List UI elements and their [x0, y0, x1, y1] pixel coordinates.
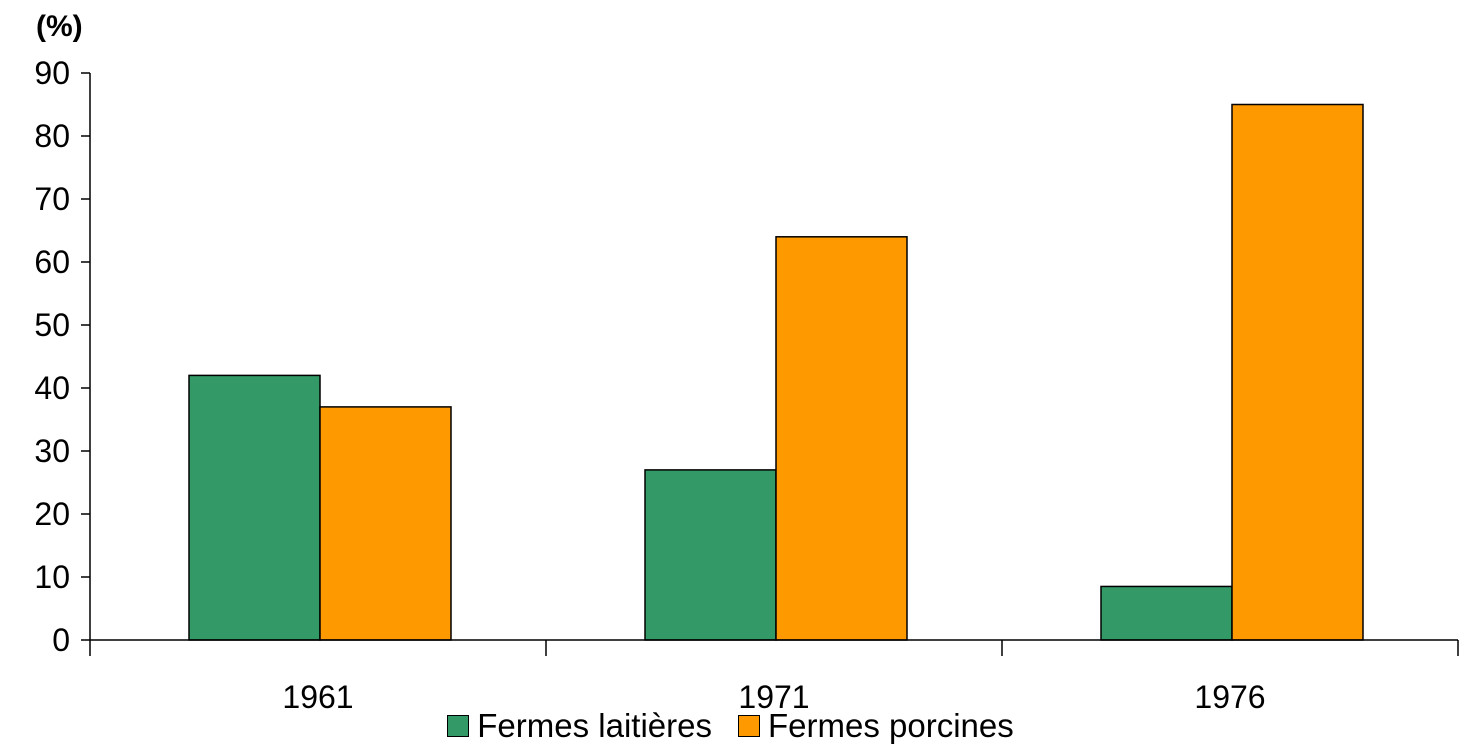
- y-tick-label: 30: [34, 433, 70, 469]
- y-tick-label: 50: [34, 307, 70, 343]
- x-tick-label: 1961: [282, 679, 353, 715]
- bar-fermes-porcines-1971: [775, 236, 908, 641]
- y-tick-label: 40: [34, 370, 70, 406]
- y-tick-label: 10: [34, 559, 70, 595]
- y-tick-label: 20: [34, 496, 70, 532]
- bar-fermes-porcines-1961: [319, 406, 452, 641]
- y-tick-label: 80: [34, 118, 70, 154]
- bar-fermes-laiti-res-1961: [188, 374, 321, 641]
- y-tick-label: 70: [34, 181, 70, 217]
- legend-label-fermes-laitieres: Fermes laitières: [477, 707, 712, 744]
- y-axis-label: (%): [36, 10, 83, 43]
- legend-item-fermes-laitieres: Fermes laitières: [447, 707, 712, 745]
- y-tick-label: 90: [34, 55, 70, 91]
- legend-item-fermes-porcines: Fermes porcines: [737, 707, 1014, 745]
- legend: Fermes laitières Fermes porcines: [0, 706, 1461, 746]
- bar-fermes-laiti-res-1976: [1100, 585, 1233, 641]
- bar-fermes-laiti-res-1971: [644, 469, 777, 641]
- x-tick-label: 1971: [738, 679, 809, 715]
- legend-swatch-fermes-porcines: [737, 715, 760, 737]
- legend-swatch-fermes-laitieres: [447, 715, 470, 737]
- legend-label-fermes-porcines: Fermes porcines: [767, 707, 1014, 744]
- y-tick-label: 0: [52, 622, 70, 658]
- bar-fermes-porcines-1976: [1231, 103, 1364, 641]
- y-tick-label: 60: [34, 244, 70, 280]
- x-tick-label: 1976: [1194, 679, 1265, 715]
